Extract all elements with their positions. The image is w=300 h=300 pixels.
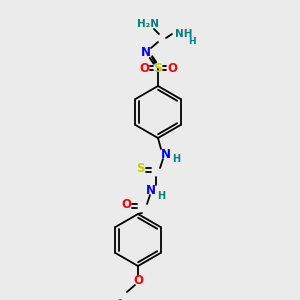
- Text: S: S: [136, 161, 144, 175]
- Text: O: O: [133, 274, 143, 286]
- Text: H: H: [188, 37, 196, 46]
- Text: N: N: [146, 184, 156, 196]
- Text: H: H: [157, 191, 165, 201]
- Text: O: O: [139, 61, 149, 74]
- Text: H₂N: H₂N: [137, 19, 159, 29]
- Text: S: S: [154, 61, 163, 74]
- Text: N: N: [141, 46, 151, 59]
- Text: NH: NH: [175, 29, 193, 39]
- Text: O: O: [167, 61, 177, 74]
- Text: O: O: [121, 197, 131, 211]
- Text: N: N: [161, 148, 171, 160]
- Text: H: H: [172, 154, 180, 164]
